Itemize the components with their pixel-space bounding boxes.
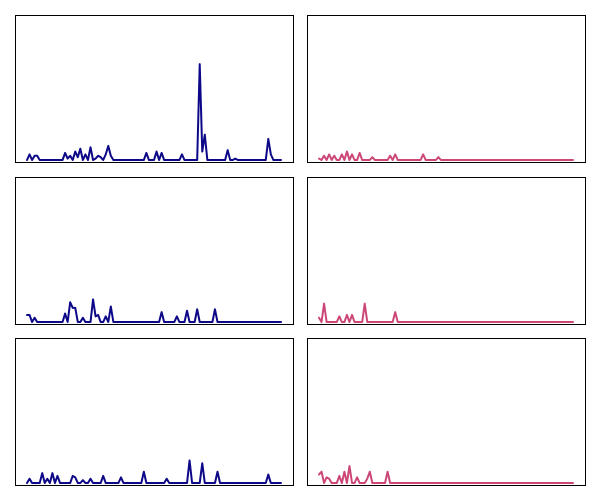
plot-frame bbox=[307, 338, 586, 486]
panel-2 bbox=[307, 15, 586, 163]
plot-frame bbox=[307, 15, 586, 163]
panel-4 bbox=[307, 177, 586, 325]
series-line bbox=[26, 459, 282, 484]
panel-3 bbox=[15, 177, 294, 325]
series-group bbox=[26, 298, 282, 323]
series-group bbox=[318, 465, 574, 484]
series-group bbox=[26, 63, 282, 161]
series-line bbox=[318, 465, 574, 484]
panel-6 bbox=[307, 338, 586, 486]
plot-frame bbox=[15, 15, 294, 163]
plot-frame bbox=[307, 177, 586, 325]
panel-1 bbox=[15, 15, 294, 163]
series-group bbox=[26, 459, 282, 484]
series-line bbox=[26, 63, 282, 161]
series-group bbox=[318, 150, 574, 161]
series-line bbox=[26, 298, 282, 323]
plot-frame bbox=[15, 338, 294, 486]
series-line bbox=[318, 150, 574, 161]
series-line bbox=[318, 302, 574, 323]
panel-5 bbox=[15, 338, 294, 486]
plot-frame bbox=[15, 177, 294, 325]
series-group bbox=[318, 302, 574, 323]
